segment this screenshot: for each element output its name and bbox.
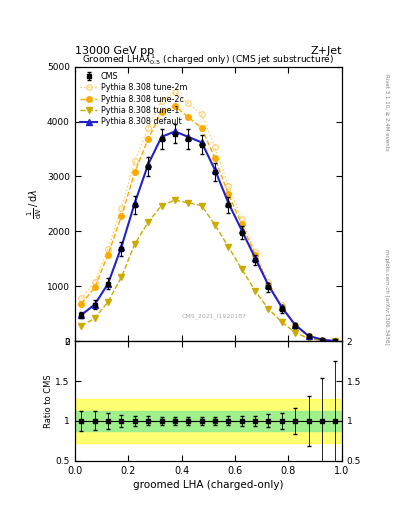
- Pythia 8.308 tune-1: [173, 197, 177, 203]
- Pythia 8.308 tune-2c: [132, 169, 137, 175]
- Title: Groomed LHA$\lambda^{1}_{0.5}$ (charged only) (CMS jet substructure): Groomed LHA$\lambda^{1}_{0.5}$ (charged …: [82, 52, 334, 67]
- Pythia 8.308 tune-1: [213, 222, 217, 228]
- Pythia 8.308 default: [159, 134, 164, 140]
- Line: Pythia 8.308 tune-2c: Pythia 8.308 tune-2c: [79, 103, 338, 344]
- Pythia 8.308 tune-1: [199, 203, 204, 209]
- Pythia 8.308 tune-2m: [226, 183, 231, 189]
- Pythia 8.308 default: [213, 167, 217, 173]
- Pythia 8.308 default: [106, 281, 110, 287]
- Pythia 8.308 tune-2c: [266, 282, 271, 288]
- Y-axis label: $\frac{1}{\mathrm{d}N}\,/\,\mathrm{d}\lambda$: $\frac{1}{\mathrm{d}N}\,/\,\mathrm{d}\la…: [26, 189, 44, 219]
- Pythia 8.308 tune-2m: [106, 246, 110, 252]
- Line: Pythia 8.308 tune-2m: Pythia 8.308 tune-2m: [79, 90, 338, 344]
- Pythia 8.308 tune-2m: [186, 100, 191, 106]
- Pythia 8.308 default: [226, 200, 231, 206]
- Pythia 8.308 default: [146, 161, 151, 167]
- Pythia 8.308 tune-2c: [253, 251, 257, 258]
- Pythia 8.308 tune-1: [106, 298, 110, 305]
- Pythia 8.308 tune-1: [266, 306, 271, 312]
- Pythia 8.308 tune-2m: [119, 205, 124, 211]
- Text: mcplots.cern.ch [arXiv:1306.3436]: mcplots.cern.ch [arXiv:1306.3436]: [384, 249, 389, 345]
- Line: Pythia 8.308 tune-1: Pythia 8.308 tune-1: [79, 197, 338, 344]
- Pythia 8.308 tune-2c: [239, 221, 244, 227]
- Pythia 8.308 default: [92, 302, 97, 308]
- Pythia 8.308 default: [306, 333, 311, 339]
- Bar: [75, 399, 342, 443]
- Pythia 8.308 tune-2c: [92, 284, 97, 290]
- Text: CMS_2021_I1920187: CMS_2021_I1920187: [181, 314, 246, 319]
- Pythia 8.308 tune-2m: [92, 279, 97, 285]
- Pythia 8.308 default: [79, 312, 84, 318]
- Pythia 8.308 tune-2c: [306, 333, 311, 339]
- Pythia 8.308 tune-2m: [333, 338, 338, 344]
- Pythia 8.308 tune-2m: [79, 295, 84, 302]
- Pythia 8.308 tune-2c: [213, 155, 217, 161]
- Line: Pythia 8.308 default: Pythia 8.308 default: [79, 129, 338, 344]
- Pythia 8.308 tune-1: [146, 219, 151, 225]
- Pythia 8.308 default: [320, 336, 324, 343]
- Pythia 8.308 tune-2m: [279, 302, 284, 308]
- Bar: [75, 412, 342, 431]
- Pythia 8.308 tune-2m: [253, 249, 257, 255]
- Y-axis label: Ratio to CMS: Ratio to CMS: [44, 374, 53, 428]
- Pythia 8.308 tune-2c: [186, 114, 191, 120]
- Pythia 8.308 tune-2m: [213, 144, 217, 151]
- Pythia 8.308 tune-2m: [266, 279, 271, 285]
- Pythia 8.308 tune-2m: [173, 89, 177, 95]
- Pythia 8.308 tune-2c: [159, 109, 164, 115]
- Pythia 8.308 tune-2m: [320, 337, 324, 343]
- Pythia 8.308 default: [293, 322, 298, 328]
- Pythia 8.308 default: [119, 244, 124, 250]
- Pythia 8.308 tune-1: [226, 244, 231, 250]
- Pythia 8.308 tune-2m: [306, 333, 311, 339]
- Pythia 8.308 tune-2m: [199, 111, 204, 117]
- Pythia 8.308 tune-1: [79, 323, 84, 329]
- Pythia 8.308 tune-1: [186, 200, 191, 206]
- Text: 13000 GeV pp: 13000 GeV pp: [75, 46, 154, 56]
- Pythia 8.308 tune-2m: [146, 125, 151, 131]
- X-axis label: groomed LHA (charged-only): groomed LHA (charged-only): [133, 480, 283, 490]
- Pythia 8.308 tune-2m: [159, 98, 164, 104]
- Pythia 8.308 tune-1: [253, 288, 257, 294]
- Pythia 8.308 tune-1: [92, 315, 97, 322]
- Pythia 8.308 default: [132, 200, 137, 206]
- Pythia 8.308 tune-2c: [279, 304, 284, 310]
- Pythia 8.308 tune-1: [306, 335, 311, 342]
- Pythia 8.308 tune-2m: [132, 158, 137, 164]
- Pythia 8.308 tune-1: [119, 274, 124, 280]
- Pythia 8.308 tune-2m: [293, 322, 298, 328]
- Pythia 8.308 default: [173, 129, 177, 135]
- Pythia 8.308 tune-2m: [239, 216, 244, 222]
- Pythia 8.308 tune-2c: [199, 125, 204, 131]
- Pythia 8.308 tune-1: [159, 203, 164, 209]
- Pythia 8.308 default: [239, 227, 244, 233]
- Pythia 8.308 tune-2c: [146, 136, 151, 142]
- Legend: CMS, Pythia 8.308 tune-2m, Pythia 8.308 tune-2c, Pythia 8.308 tune-1, Pythia 8.3: CMS, Pythia 8.308 tune-2m, Pythia 8.308 …: [77, 69, 189, 129]
- Pythia 8.308 tune-2c: [79, 301, 84, 307]
- Pythia 8.308 tune-2c: [173, 103, 177, 109]
- Pythia 8.308 default: [266, 282, 271, 288]
- Pythia 8.308 tune-2c: [293, 323, 298, 329]
- Pythia 8.308 default: [253, 255, 257, 261]
- Pythia 8.308 tune-1: [239, 266, 244, 272]
- Pythia 8.308 tune-1: [333, 338, 338, 344]
- Pythia 8.308 tune-1: [132, 241, 137, 247]
- Pythia 8.308 tune-2c: [106, 251, 110, 258]
- Pythia 8.308 tune-1: [293, 329, 298, 335]
- Text: Rivet 3.1.10, ≥ 2.4M events: Rivet 3.1.10, ≥ 2.4M events: [384, 74, 389, 151]
- Pythia 8.308 tune-1: [279, 319, 284, 325]
- Pythia 8.308 tune-2c: [320, 337, 324, 343]
- Pythia 8.308 default: [199, 139, 204, 145]
- Pythia 8.308 tune-2c: [226, 191, 231, 197]
- Pythia 8.308 tune-1: [320, 337, 324, 344]
- Text: Z+Jet: Z+Jet: [310, 46, 342, 56]
- Pythia 8.308 default: [186, 134, 191, 140]
- Pythia 8.308 tune-2c: [119, 213, 124, 219]
- Pythia 8.308 default: [279, 304, 284, 310]
- Pythia 8.308 default: [333, 338, 338, 344]
- Pythia 8.308 tune-2c: [333, 338, 338, 344]
